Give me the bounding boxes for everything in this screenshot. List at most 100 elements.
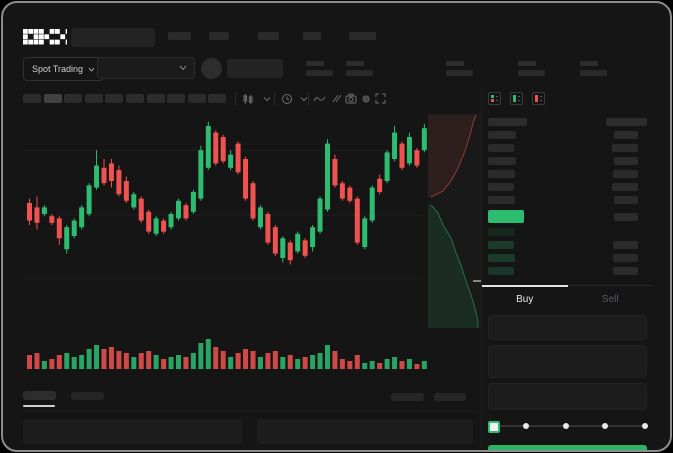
timeframe-chip[interactable]	[167, 94, 186, 103]
timeframe-chip[interactable]	[23, 94, 41, 103]
settings-icon[interactable]	[359, 92, 372, 105]
nav-item-placeholder[interactable]	[168, 32, 191, 40]
slider-handle[interactable]	[488, 421, 500, 433]
book-asks-icon[interactable]	[532, 92, 545, 105]
pair-name-placeholder	[227, 59, 283, 78]
bottom-tab-active[interactable]	[23, 391, 56, 400]
ask-price-placeholder	[488, 183, 514, 191]
indicator-wave-icon[interactable]	[313, 92, 326, 105]
ask-row[interactable]	[488, 144, 647, 152]
ask-amount-placeholder	[614, 131, 638, 139]
last-price-highlight	[488, 210, 524, 223]
timeframe-chip[interactable]	[105, 94, 124, 103]
chevron-down-icon[interactable]	[260, 92, 273, 105]
candlestick-chart[interactable]	[23, 113, 481, 371]
orderbook-header-price	[488, 118, 527, 126]
divider	[23, 411, 475, 412]
tab-buy[interactable]: Buy	[482, 286, 568, 310]
order-input-placeholder[interactable]	[488, 345, 647, 378]
divider	[235, 92, 236, 105]
nav-item-placeholder[interactable]	[258, 32, 279, 40]
ask-amount-placeholder	[614, 196, 638, 204]
slider-stop[interactable]	[602, 423, 609, 429]
bid-row[interactable]	[488, 241, 647, 249]
bid-row[interactable]	[488, 267, 647, 275]
bid-price-placeholder	[488, 254, 515, 262]
trade-tabs: Buy Sell	[482, 285, 653, 310]
ask-amount-placeholder	[612, 183, 638, 191]
ask-row[interactable]	[488, 131, 647, 139]
ticker-stat[interactable]	[346, 61, 373, 76]
last-price-amount-placeholder	[614, 212, 638, 221]
okx-logo[interactable]	[23, 29, 67, 45]
timeframe-chip[interactable]	[187, 94, 206, 103]
book-bids-icon[interactable]	[510, 92, 523, 105]
nav-item-placeholder[interactable]	[349, 32, 376, 40]
ask-price-placeholder	[488, 170, 515, 178]
ask-row[interactable]	[488, 170, 647, 178]
brand-adjacent-placeholder	[71, 28, 155, 47]
book-combined-icon[interactable]	[488, 92, 501, 105]
order-input-placeholder[interactable]	[488, 315, 647, 340]
trade-sidebar: Buy Sell	[481, 87, 653, 450]
timeframe-chip[interactable]	[146, 94, 165, 103]
candle-type-icon[interactable]	[241, 92, 254, 105]
bid-price-placeholder	[488, 267, 514, 275]
amount-slider[interactable]	[488, 419, 648, 433]
ask-price-placeholder	[488, 131, 516, 139]
timeframe-chip[interactable]	[43, 94, 62, 103]
bottom-action-chip[interactable]	[391, 393, 424, 401]
ask-price-placeholder	[488, 196, 515, 204]
market-type-label: Spot Trading	[32, 64, 84, 74]
bottom-tab[interactable]	[71, 392, 104, 400]
market-type-selector[interactable]: Spot Trading	[23, 57, 105, 81]
bid-price-placeholder	[488, 241, 514, 249]
bottom-action-chip[interactable]	[434, 393, 466, 401]
bid-amount-placeholder	[613, 241, 638, 249]
bid-row[interactable]	[488, 254, 647, 262]
order-input-placeholder[interactable]	[488, 383, 647, 410]
timeframe-chip[interactable]	[126, 94, 144, 103]
bid-row[interactable]	[488, 228, 647, 236]
bottom-tab-indicator	[23, 405, 55, 407]
nav-item-placeholder[interactable]	[209, 32, 229, 40]
submit-buy-button[interactable]	[488, 445, 647, 450]
slider-stop[interactable]	[562, 423, 569, 429]
chevron-down-icon	[88, 67, 95, 72]
ask-amount-placeholder	[612, 144, 638, 152]
ticker-stat[interactable]	[580, 61, 607, 76]
fullscreen-icon[interactable]	[374, 92, 387, 105]
tab-sell[interactable]: Sell	[601, 294, 619, 305]
slider-stop[interactable]	[642, 423, 648, 429]
orderbook-bids	[488, 228, 647, 275]
bottom-panel-placeholder	[23, 419, 242, 444]
orderbook-header	[488, 118, 647, 126]
orderbook-asks	[488, 131, 647, 204]
chevron-down-icon[interactable]	[297, 92, 310, 105]
interval-icon[interactable]	[280, 92, 293, 105]
bid-amount-placeholder	[613, 267, 638, 275]
order-form	[488, 315, 647, 410]
slider-stop[interactable]	[522, 423, 529, 429]
camera-icon[interactable]	[344, 92, 357, 105]
divider	[308, 92, 309, 105]
ask-price-placeholder	[488, 157, 516, 165]
pair-dropdown[interactable]	[97, 57, 195, 79]
last-price-row[interactable]	[488, 210, 647, 223]
timeframe-chip[interactable]	[84, 94, 103, 103]
ask-row[interactable]	[488, 157, 647, 165]
compare-icon[interactable]	[329, 92, 342, 105]
ticker-stat[interactable]	[446, 61, 473, 76]
timeframe-chip[interactable]	[64, 94, 83, 103]
nav-item-placeholder[interactable]	[303, 32, 321, 40]
bid-price-placeholder	[488, 228, 514, 236]
pair-coin-avatar	[201, 58, 222, 79]
ticker-stat[interactable]	[306, 61, 333, 76]
ticker-stat[interactable]	[518, 61, 545, 76]
ask-amount-placeholder	[613, 170, 638, 178]
ask-row[interactable]	[488, 196, 647, 204]
timeframe-chip[interactable]	[208, 94, 227, 103]
orderbook-view-toggles	[488, 92, 647, 105]
ask-row[interactable]	[488, 183, 647, 191]
